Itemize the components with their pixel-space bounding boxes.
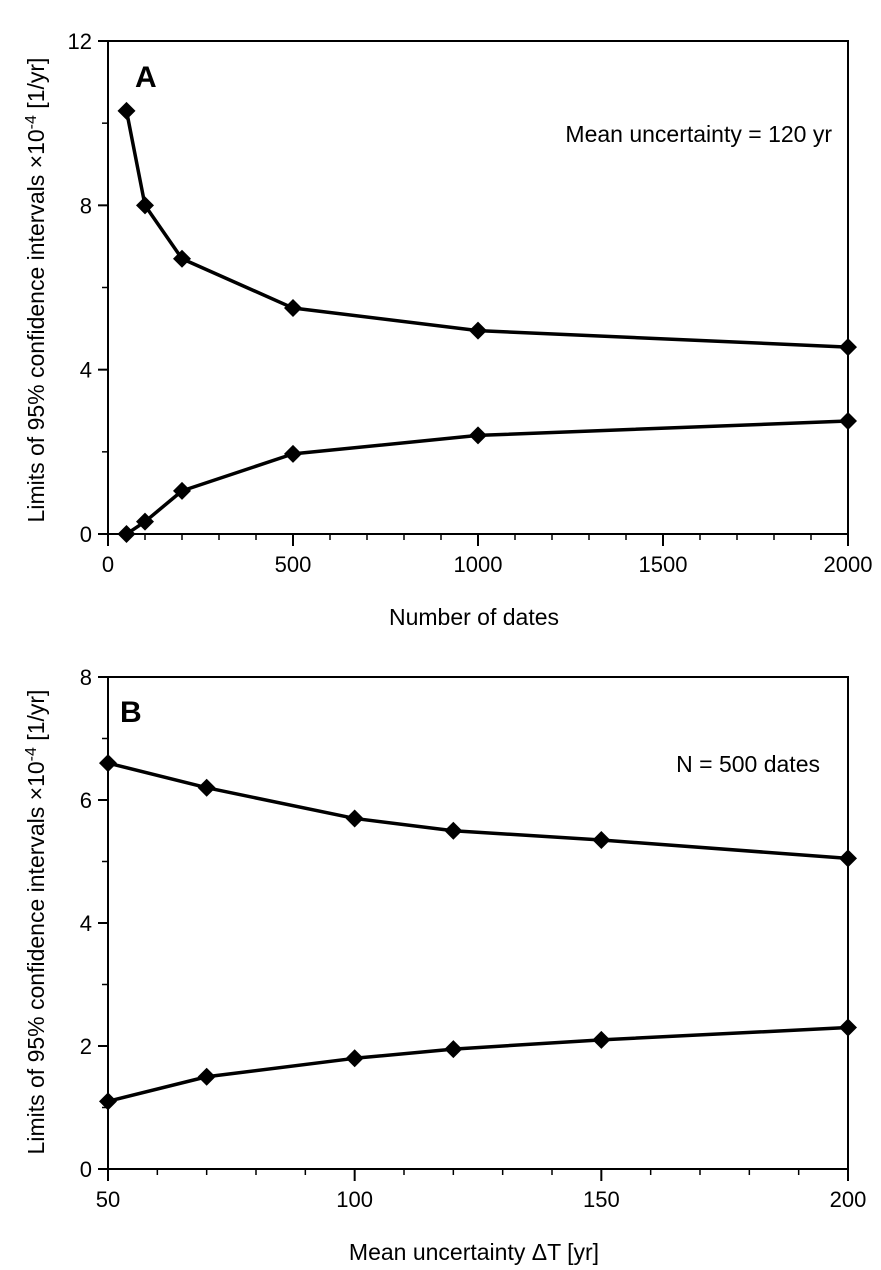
panel-a-series-2-point — [284, 444, 302, 463]
panel-a-series-2-point — [469, 426, 487, 445]
panel-b-y-axis-title-main: Limits of 95% confidence intervals ×10 — [23, 761, 49, 1154]
panel-b-series-2-point — [345, 1049, 364, 1068]
panel-b-series-1-point — [99, 754, 117, 773]
panel-b-y-axis-title-unit: [1/yr] — [23, 690, 49, 748]
panel-b-series-2-point — [99, 1092, 117, 1111]
panel-a-y-axis-title-main: Limits of 95% confidence intervals ×10 — [23, 129, 49, 522]
panel-a-series-1-point — [173, 249, 191, 268]
panel-a-series-1-point — [117, 101, 136, 120]
panel-b-series — [99, 754, 857, 1111]
panel-b-series-2-point — [197, 1067, 216, 1086]
panel-b-series-1-point — [197, 778, 216, 797]
panel-a-series-2-point — [173, 481, 191, 500]
panel-b-series-2-point — [839, 1018, 857, 1037]
panel-a-x-axis-title: Number of dates — [389, 604, 559, 630]
panel-b-y-axis-title: Limits of 95% confidence intervals ×10-4… — [23, 690, 50, 1155]
panel-b-series-2-point — [592, 1030, 611, 1049]
panel-a-annotation: Mean uncertainty = 120 yr — [565, 121, 832, 147]
panel-b-y-tick-label: 6 — [80, 788, 92, 813]
panel-b-y-tick-label: 8 — [80, 665, 92, 690]
panel-a-series-1-point — [284, 299, 302, 318]
panel-a-y-tick-label: 4 — [80, 358, 92, 383]
panel-a-series-1-point — [136, 196, 154, 215]
panel-a-series-2-point — [117, 525, 136, 543]
panel-b-x-axis-title: Mean uncertainty ΔT [yr] — [349, 1239, 599, 1265]
panel-b-x-tick-label: 150 — [583, 1187, 620, 1212]
panel-a-series — [117, 101, 857, 543]
panel-b-y-tick-label: 4 — [80, 911, 92, 936]
panel-a-series-2-point — [136, 512, 154, 531]
panel-a-y-tick-label: 0 — [80, 522, 92, 547]
panel-a-x-tick-label: 1000 — [454, 552, 503, 577]
panel-b-annotation: N = 500 dates — [676, 751, 820, 777]
panel-b-series-2-point — [444, 1040, 463, 1059]
panel-b-y-ticks: 0 2 4 6 8 — [80, 665, 108, 1182]
panel-b-x-tick-label: 50 — [96, 1187, 120, 1212]
panel-b-x-tick-label: 200 — [830, 1187, 867, 1212]
panel-b-series-1-point — [592, 830, 611, 849]
panel-a-y-tick-label: 8 — [80, 193, 92, 218]
panel-a-x-tick-label: 2000 — [824, 552, 873, 577]
panel-a-x-tick-label: 500 — [275, 552, 312, 577]
panel-a-series-1-point — [469, 321, 487, 340]
panel-a-frame — [107, 40, 849, 535]
panel-a-letter: A — [135, 61, 157, 94]
panel-a-y-ticks: 0 4 8 12 — [68, 29, 108, 547]
panel-a-series-2-point — [839, 412, 857, 431]
panel-a-series-2-line — [125, 419, 849, 536]
panel-b-series-1-line — [107, 761, 849, 861]
panel-b-y-tick-label: 2 — [80, 1034, 92, 1059]
panel-a: 0 500 1000 1500 2000 0 4 8 12 A Mean uncertaint… — [23, 29, 873, 630]
panel-b-series-1-point — [839, 849, 857, 868]
panel-b-x-major-ticks: 50 100 150 200 — [96, 1169, 867, 1212]
panel-a-y-tick-label: 12 — [68, 29, 92, 54]
panel-a-x-minor-ticks — [144, 534, 812, 540]
panel-a-y-axis-title-unit: [1/yr] — [23, 58, 49, 116]
panel-a-y-axis-title-exponent: -4 — [23, 115, 40, 129]
panel-b-x-minor-ticks — [156, 1169, 800, 1175]
panel-b-letter: B — [120, 696, 142, 729]
panel-a-x-tick-label: 1500 — [639, 552, 688, 577]
panel-a-y-axis-title: Limits of 95% confidence intervals ×10-4… — [23, 58, 50, 523]
panel-b-y-tick-label: 0 — [80, 1157, 92, 1182]
panel-a-x-major-ticks: 0 500 1000 1500 2000 — [102, 534, 873, 577]
panel-b-series-1-point — [345, 809, 364, 828]
panel-b-series-2-line — [107, 1025, 849, 1104]
panel-a-series-1-point — [839, 338, 857, 357]
panel-b-y-axis-title-exponent: -4 — [23, 747, 40, 761]
panel-b-series-1-point — [444, 821, 463, 840]
panel-a-x-tick-label: 0 — [102, 552, 114, 577]
panel-b-x-tick-label: 100 — [336, 1187, 373, 1212]
panel-a-series-1-line — [124, 110, 849, 349]
panel-b: 50 100 150 200 0 2 4 6 8 B N = 500 dates Mean u… — [23, 665, 867, 1265]
